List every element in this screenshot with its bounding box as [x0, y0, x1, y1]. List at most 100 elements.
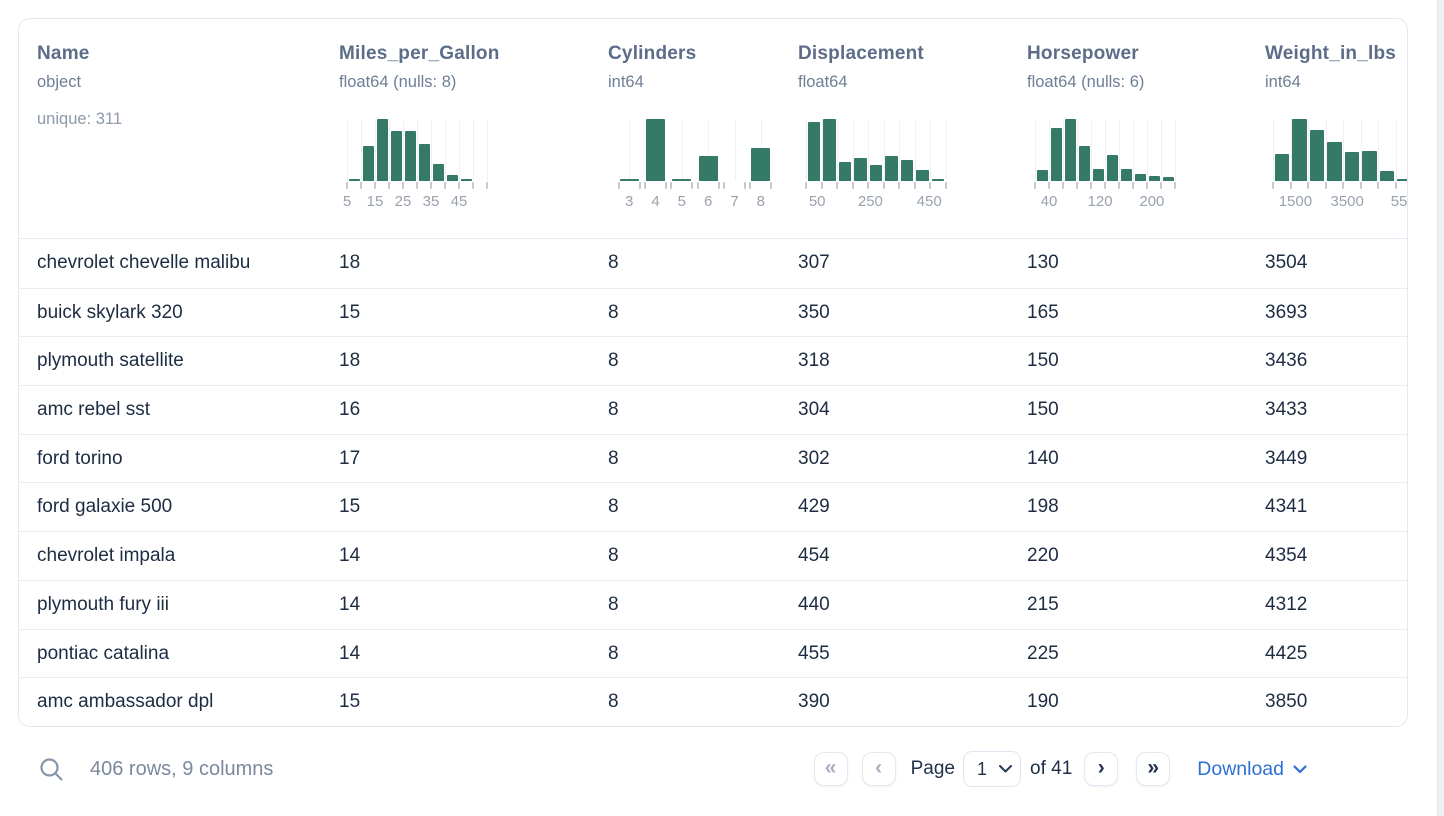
histogram-axis-label: 5500	[1390, 193, 1408, 210]
table-cell: 8	[608, 691, 619, 713]
table-cell: 8	[608, 496, 619, 518]
histogram-bar	[1036, 170, 1048, 181]
histogram-plot	[1035, 119, 1176, 181]
column-unique-count: unique: 311	[37, 110, 123, 128]
table-cell: amc ambassador dpl	[37, 691, 214, 713]
table-row: ford torino 17 8 302 140 3449	[19, 433, 1407, 483]
download-label: Download	[1197, 757, 1284, 780]
table-row: chevrolet chevelle malibu 18 8 307 130 3504	[19, 239, 1407, 288]
histogram-bar	[823, 119, 836, 181]
column-header-miles-per-gallon[interactable]: Miles_per_Gallon float64 (nulls: 8) 5 15 25 3…	[321, 19, 590, 238]
histogram-axis-labels: 40 120 200	[1035, 193, 1175, 211]
column-header-displacement[interactable]: Displacement float64 50 250 450	[780, 19, 1009, 238]
histogram-tick	[836, 182, 839, 189]
histogram-axis-label: 15	[366, 193, 384, 210]
histogram-gridline	[1133, 119, 1134, 181]
histogram-tick	[1104, 182, 1106, 189]
histogram-tick	[1289, 182, 1292, 189]
histogram-gridline	[837, 119, 839, 181]
table-cell: 304	[798, 399, 830, 421]
column-header-weight-in-lbs[interactable]: Weight_in_lbs int64 1500 3500 5500	[1247, 19, 1408, 238]
histogram-bar	[1120, 169, 1132, 181]
dataframe-card: Name object unique: 311 Miles_per_Gallon flo…	[18, 18, 1408, 727]
table-cell: 165	[1027, 301, 1059, 323]
column-header-row: Name object unique: 311 Miles_per_Gallon flo…	[19, 19, 1407, 239]
histogram-axis-labels: 1500 3500 5500	[1273, 193, 1408, 211]
histogram-gridline	[806, 119, 807, 181]
histogram-axis	[1272, 181, 1407, 190]
histogram-bar	[1092, 169, 1104, 181]
column-header-horsepower[interactable]: Horsepower float64 (nulls: 6) 40 120 200	[1009, 19, 1247, 238]
prev-page-button[interactable]: ‹	[861, 752, 896, 786]
histogram-axis-label: 7	[730, 193, 739, 210]
histogram-bar	[838, 162, 852, 181]
histogram-tick	[1090, 182, 1092, 189]
histogram-axis-label: 6	[703, 193, 713, 210]
histogram-gridline	[1175, 119, 1176, 181]
histogram-tick	[717, 182, 720, 189]
of-pages-label: of 41	[1030, 758, 1073, 779]
first-page-button[interactable]: «	[813, 752, 848, 786]
column-name: Weight_in_lbs	[1265, 43, 1397, 64]
histogram-tick	[805, 182, 807, 189]
histogram-tick	[1146, 182, 1148, 189]
table-cell: 130	[1027, 252, 1059, 273]
table-cell: 4341	[1265, 496, 1308, 518]
download-button[interactable]: Download	[1197, 758, 1307, 781]
table-cell: 8	[608, 593, 619, 615]
histogram-bar	[1078, 146, 1090, 181]
histogram-bar	[348, 179, 360, 181]
last-page-button[interactable]: »	[1136, 752, 1171, 786]
histogram-bar	[1134, 174, 1146, 181]
histogram-gridline	[347, 119, 348, 181]
histogram-gridline	[681, 119, 683, 181]
histogram-tick	[458, 182, 460, 189]
table-cell: amc rebel sst	[37, 399, 150, 421]
table-cell: 8	[608, 642, 619, 664]
table-cell: 220	[1027, 545, 1059, 567]
column-header-name[interactable]: Name object unique: 311	[19, 19, 321, 238]
table-cell: 14	[339, 642, 361, 664]
table-cell: chevrolet impala	[37, 545, 176, 567]
histogram-gridline	[1378, 119, 1379, 181]
table-cell: 4354	[1265, 545, 1308, 567]
histogram-axis-label: 50	[808, 193, 826, 210]
histogram-bar	[1309, 130, 1324, 181]
scrollbar[interactable]	[1437, 0, 1444, 816]
table-cell: 15	[339, 301, 361, 323]
search-icon[interactable]	[38, 756, 65, 783]
histogram-gridline	[883, 119, 885, 181]
table-cell: 8	[608, 447, 619, 469]
histogram-axis-label: 35	[422, 193, 440, 210]
table-cell: plymouth satellite	[37, 350, 184, 372]
page-select[interactable]: 1	[963, 751, 1021, 787]
histogram-tick	[360, 182, 362, 189]
page-label: Page	[910, 758, 955, 779]
histogram-gridline	[1308, 119, 1309, 181]
column-histogram: 50 250 450	[805, 119, 947, 211]
histogram-tick	[820, 182, 823, 189]
histogram-bar	[1050, 128, 1062, 181]
next-page-button[interactable]: ›	[1084, 752, 1119, 786]
column-histogram: 1500 3500 5500	[1272, 119, 1408, 211]
table-cell: 454	[798, 545, 830, 567]
histogram-axis	[805, 181, 947, 190]
histogram-gridline	[1161, 119, 1162, 181]
histogram-gridline	[629, 119, 631, 181]
column-header-cylinders[interactable]: Cylinders int64 3 4 5 6 7 8	[590, 19, 780, 238]
table-cell: 198	[1027, 496, 1059, 518]
histogram-tick	[749, 182, 752, 189]
table-cell: ford torino	[37, 447, 123, 469]
histogram-bar	[460, 179, 472, 181]
histogram-bar	[900, 160, 914, 181]
histogram-bar	[1106, 155, 1118, 181]
histogram-axis-label: 1500	[1278, 193, 1313, 210]
table-cell: 8	[608, 545, 619, 567]
histogram-bar	[1344, 152, 1359, 181]
histogram-gridline	[852, 119, 854, 181]
histogram-tick	[1394, 182, 1397, 189]
table-cell: pontiac catalina	[37, 642, 170, 664]
histogram-bar	[672, 179, 692, 181]
histogram-gridline	[708, 119, 710, 181]
